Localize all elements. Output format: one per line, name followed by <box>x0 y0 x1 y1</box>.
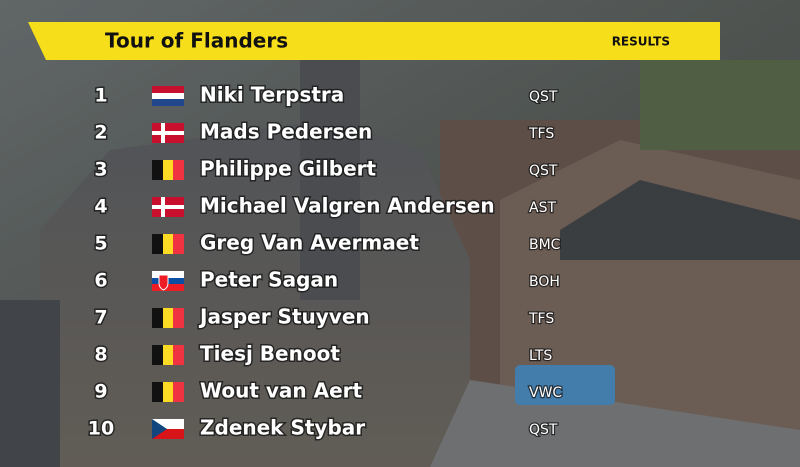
rider-name: Michael Valgren Andersen <box>200 194 495 218</box>
team-code: BOH <box>529 274 560 290</box>
header-banner <box>28 22 720 60</box>
flag <box>152 123 184 143</box>
flag <box>152 308 184 328</box>
bus <box>515 365 615 405</box>
rider-name: Philippe Gilbert <box>200 157 376 181</box>
rider-name: Greg Van Avermaet <box>200 231 419 255</box>
team-code: TFS <box>528 311 554 327</box>
rider-name: Niki Terpstra <box>200 83 344 107</box>
team-code: QST <box>529 422 558 438</box>
rider-name: Mads Pedersen <box>200 120 372 144</box>
team-code: LTS <box>529 348 552 364</box>
flag <box>152 197 184 217</box>
team-code: VWC <box>529 385 562 401</box>
flag <box>152 160 184 180</box>
rider-name: Wout van Aert <box>200 379 362 403</box>
flag <box>152 86 184 106</box>
rider-name: Peter Sagan <box>200 268 338 292</box>
rank: 8 <box>94 344 107 366</box>
header-label: RESULTS <box>612 35 670 49</box>
rank: 1 <box>94 85 107 107</box>
rank: 6 <box>94 270 107 292</box>
rank: 10 <box>88 418 114 440</box>
flag <box>152 234 184 254</box>
belfry <box>300 40 360 300</box>
flag <box>152 271 184 291</box>
team-code: AST <box>529 200 556 216</box>
team-code: TFS <box>528 126 554 142</box>
rider-name: Tiesj Benoot <box>200 342 340 366</box>
rank: 9 <box>94 381 107 403</box>
rank: 7 <box>94 307 107 329</box>
town-hall <box>40 120 470 467</box>
rank: 4 <box>94 196 107 218</box>
team-code: BMC <box>529 237 561 253</box>
rank: 2 <box>94 122 107 144</box>
team-code: QST <box>529 89 558 105</box>
team-code: QST <box>529 163 558 179</box>
rider-name: Jasper Stuyven <box>198 305 370 329</box>
flag <box>152 382 184 402</box>
rank: 5 <box>94 233 107 255</box>
results-table: 1 Niki Terpstra QST 2 Mads Pedersen TFS 3 Phili… <box>86 81 563 441</box>
rider-name: Zdenek Stybar <box>200 416 365 440</box>
rank: 3 <box>94 159 107 181</box>
flag <box>152 419 184 439</box>
building-left <box>0 300 60 467</box>
roof-slate <box>560 180 800 260</box>
trees <box>640 60 800 150</box>
header-title: Tour of Flanders <box>105 29 288 53</box>
flag <box>152 345 184 365</box>
